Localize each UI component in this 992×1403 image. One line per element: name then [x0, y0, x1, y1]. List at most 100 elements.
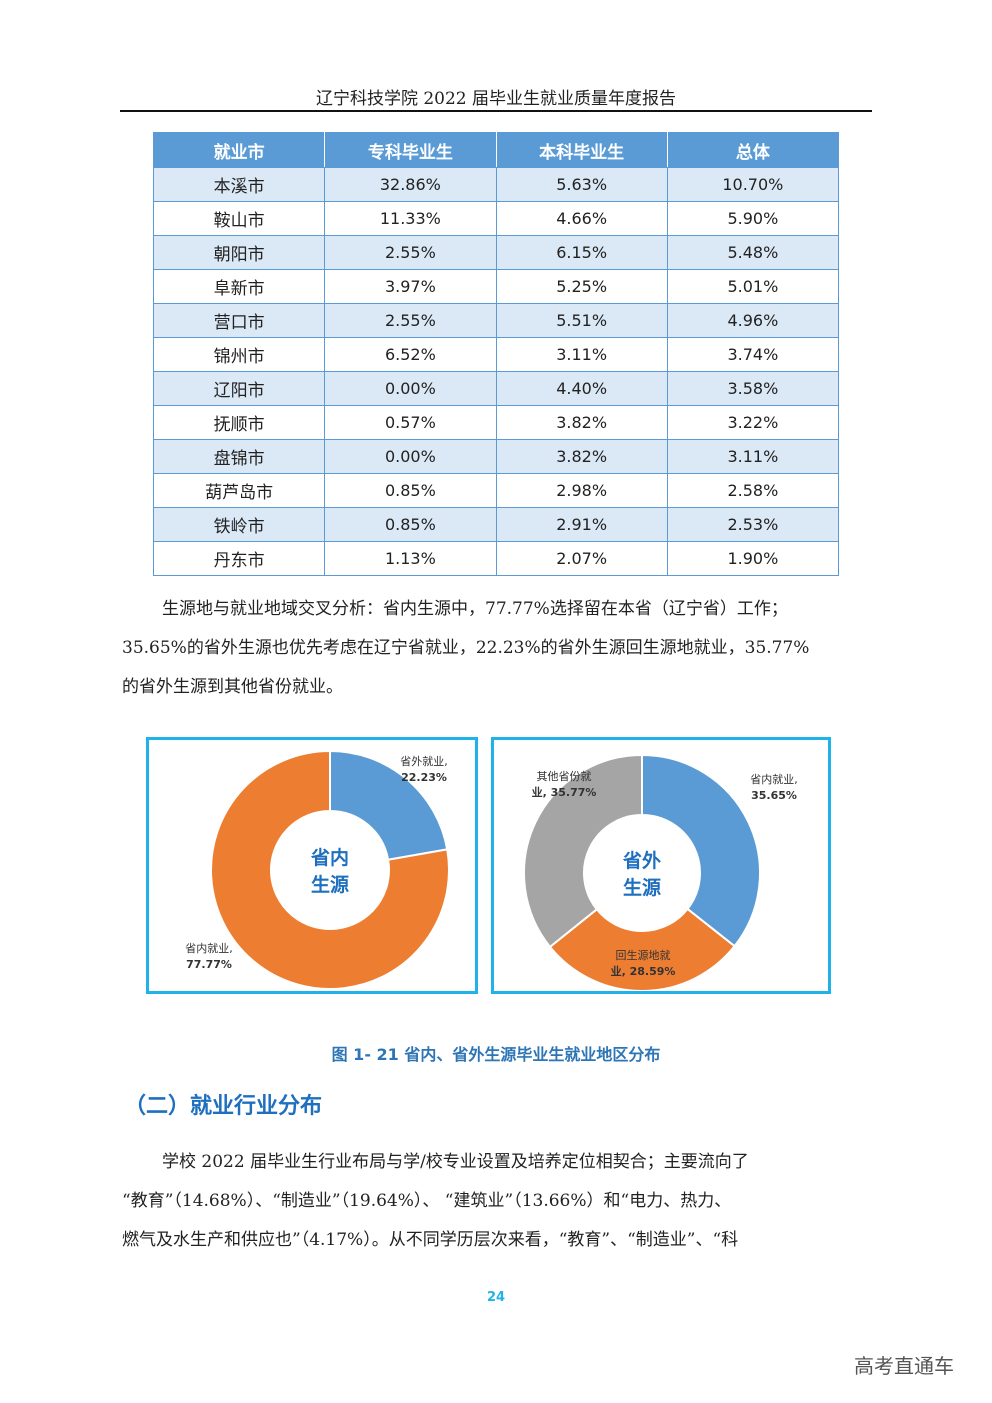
donut-center-label: 省外: [622, 849, 661, 872]
table-cell-value: 2.55%: [324, 235, 497, 270]
table-cell-value: 3.58%: [666, 371, 840, 406]
table-cell-city: 鞍山市: [152, 201, 326, 236]
table-cell-city: 锦州市: [152, 337, 326, 372]
table-cell-value: 5.51%: [495, 303, 668, 338]
table-cell-value: 6.15%: [495, 235, 668, 270]
donut-slice: [548, 907, 736, 991]
table-cell-value: 0.00%: [324, 439, 497, 474]
table-cell-value: 3.74%: [666, 337, 840, 372]
cross-analysis-paragraph: 生源地与就业地域交叉分析：省内生源中，77.77%选择留在本省（辽宁省）工作； 3…: [122, 590, 872, 707]
paragraph-line: 的省外生源到其他省份就业。: [122, 677, 343, 697]
slice-label: 77.77%: [186, 958, 232, 971]
table-cell-value: 32.86%: [324, 167, 497, 202]
table-cell-value: 0.85%: [324, 507, 497, 542]
slice-label: 省内就业,: [750, 772, 798, 786]
watermark-text: 高考直通车: [854, 1354, 954, 1378]
table-cell-city: 抚顺市: [152, 405, 326, 440]
donut-slice: [329, 749, 449, 861]
table-body: 本溪市 32.86% 5.63% 10.70% 鞍山市 11.33% 4.66% 5.90% 朝…: [152, 167, 840, 576]
paragraph-line: 学校 2022 届毕业生行业布局与学/校专业设置及培养定位相契合；主要流向了: [162, 1152, 749, 1172]
slice-label: 回生源地就: [616, 948, 671, 962]
table-row: 抚顺市 0.57% 3.82% 3.22%: [152, 405, 840, 440]
table-cell-value: 0.57%: [324, 405, 497, 440]
table-cell-city: 辽阳市: [152, 371, 326, 406]
table-cell-value: 2.53%: [666, 507, 840, 542]
table-cell-city: 朝阳市: [152, 235, 326, 270]
donut-center-label: 生源: [311, 873, 349, 896]
paragraph-line: 燃气及水生产和供应也”（4.17%）。从不同学历层次来看，“教育”、“制造业”、…: [122, 1230, 739, 1250]
industry-paragraph: 学校 2022 届毕业生行业布局与学/校专业设置及培养定位相契合；主要流向了 “教…: [122, 1143, 872, 1260]
out-province-donut-svg: 省内就业, 35.65% 回生源地就业, 28.59% 其他省份就业, 35.77% 省…: [523, 753, 798, 991]
slice-label: 35.65%: [751, 789, 797, 802]
table-cell-value: 3.82%: [495, 405, 668, 440]
paragraph-line: 35.65%的省外生源也优先考虑在辽宁省就业，22.23%的省外生源回生源地就业…: [122, 638, 810, 658]
header-rule: [120, 110, 872, 112]
slice-label: 省内就业,: [185, 941, 233, 955]
table-cell-value: 3.97%: [324, 269, 497, 304]
table-cell-city: 铁岭市: [152, 507, 326, 542]
table-cell-value: 5.48%: [666, 235, 840, 270]
paragraph-line: “教育”（14.68%）、“制造业”（19.64%）、 “建筑业”（13.66%…: [122, 1191, 732, 1211]
table-cell-value: 1.13%: [324, 541, 497, 576]
table-cell-value: 5.01%: [666, 269, 840, 304]
slice-label: 其他省份就: [537, 769, 592, 783]
donut-center-label: 省内: [310, 846, 349, 869]
table-row: 葫芦岛市 0.85% 2.98% 2.58%: [152, 473, 840, 508]
table-cell-value: 0.85%: [324, 473, 497, 508]
table-cell-value: 4.40%: [495, 371, 668, 406]
table-cell-value: 2.98%: [495, 473, 668, 508]
table-cell-city: 丹东市: [152, 541, 326, 576]
table-cell-city: 葫芦岛市: [152, 473, 326, 508]
table-row: 辽阳市 0.00% 4.40% 3.58%: [152, 371, 840, 406]
table-row: 本溪市 32.86% 5.63% 10.70%: [152, 167, 840, 202]
table-cell-city: 阜新市: [152, 269, 326, 304]
table-cell-value: 4.96%: [666, 303, 840, 338]
table-cell-value: 2.91%: [495, 507, 668, 542]
table-row: 丹东市 1.13% 2.07% 1.90%: [152, 541, 840, 576]
figure-caption: 图 1- 21 省内、省外生源毕业生就业地区分布: [331, 1045, 661, 1064]
page-number: 24: [486, 1290, 506, 1305]
in-province-donut-svg: 省外就业, 22.23% 省内就业, 77.77% 省内生源: [185, 749, 450, 990]
table-cell-value: 2.07%: [495, 541, 668, 576]
employment-city-table: 就业市 专科毕业生 本科毕业生 总体 本溪市 32.86% 5.63% 10.70% 鞍…: [152, 132, 840, 576]
table-row: 锦州市 6.52% 3.11% 3.74%: [152, 337, 840, 372]
table-cell-value: 6.52%: [324, 337, 497, 372]
donut-slice: [641, 753, 761, 948]
table-row: 鞍山市 11.33% 4.66% 5.90%: [152, 201, 840, 236]
donut-center-label: 生源: [623, 876, 661, 899]
table-cell-value: 10.70%: [666, 167, 840, 202]
slice-label: 业, 28.59%: [611, 964, 676, 978]
table-cell-value: 2.55%: [324, 303, 497, 338]
table-header-cell: 总体: [666, 132, 840, 168]
table-cell-value: 3.22%: [666, 405, 840, 440]
table-cell-city: 营口市: [152, 303, 326, 338]
table-cell-value: 11.33%: [324, 201, 497, 236]
table-cell-value: 5.25%: [495, 269, 668, 304]
table-cell-value: 3.11%: [495, 337, 668, 372]
table-row: 铁岭市 0.85% 2.91% 2.53%: [152, 507, 840, 542]
page-header-title: 辽宁科技学院 2022 届毕业生就业质量年度报告: [315, 89, 677, 109]
table-cell-value: 3.11%: [666, 439, 840, 474]
in-province-donut-chart: 省外就业, 22.23% 省内就业, 77.77% 省内生源: [146, 737, 478, 994]
table-header-cell: 专科毕业生: [324, 132, 497, 168]
table-header-cell: 本科毕业生: [495, 132, 668, 168]
table-cell-city: 本溪市: [152, 167, 326, 202]
table-cell-value: 0.00%: [324, 371, 497, 406]
table-cell-value: 5.90%: [666, 201, 840, 236]
table-cell-value: 3.82%: [495, 439, 668, 474]
table-cell-value: 1.90%: [666, 541, 840, 576]
slice-label: 22.23%: [401, 771, 447, 784]
slice-label: 业, 35.77%: [532, 785, 597, 799]
table-header-row: 就业市 专科毕业生 本科毕业生 总体: [152, 132, 840, 168]
table-row: 盘锦市 0.00% 3.82% 3.11%: [152, 439, 840, 474]
section-heading: （二）就业行业分布: [124, 1094, 323, 1119]
table-cell-value: 4.66%: [495, 201, 668, 236]
donut-slice: [523, 753, 643, 949]
table-header-cell: 就业市: [152, 132, 326, 168]
table-row: 营口市 2.55% 5.51% 4.96%: [152, 303, 840, 338]
donut-slice: [210, 749, 450, 990]
table-row: 阜新市 3.97% 5.25% 5.01%: [152, 269, 840, 304]
slice-label: 省外就业,: [400, 754, 448, 768]
paragraph-line: 生源地与就业地域交叉分析：省内生源中，77.77%选择留在本省（辽宁省）工作；: [162, 599, 788, 619]
out-province-donut-chart: 省内就业, 35.65% 回生源地就业, 28.59% 其他省份就业, 35.77% 省…: [491, 737, 831, 994]
